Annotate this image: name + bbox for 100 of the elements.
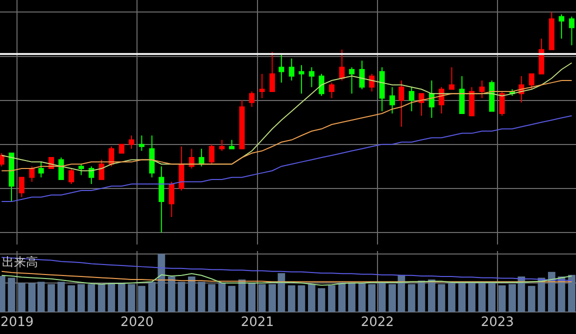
bar [458, 282, 466, 312]
bar [248, 282, 256, 312]
candlestick [138, 135, 144, 152]
bar [228, 286, 236, 312]
annotation: 出来高 [2, 255, 38, 269]
bar [88, 284, 96, 312]
bar [188, 276, 196, 312]
candlestick [278, 54, 284, 84]
candlestick [359, 60, 365, 90]
candlestick [219, 139, 225, 152]
candlestick [239, 100, 245, 150]
bar [328, 285, 336, 312]
candlestick [78, 164, 84, 176]
candlestick [398, 80, 404, 128]
bar [128, 284, 136, 312]
bar [498, 285, 506, 312]
candlestick [558, 14, 564, 40]
candlestick [408, 86, 414, 112]
bar [338, 282, 346, 312]
bar [98, 284, 106, 312]
candlestick [158, 166, 164, 233]
bar [198, 282, 206, 312]
candlestick [249, 90, 255, 108]
bar [548, 272, 556, 312]
candlestick [369, 73, 375, 92]
candlestick [538, 38, 544, 74]
x-tick-label: 2023 [480, 315, 514, 330]
candlestick [198, 148, 204, 167]
bar [298, 285, 306, 312]
x-tick-label: 2019 [0, 315, 34, 330]
candlestick [479, 80, 485, 99]
candlestick [349, 66, 355, 94]
candlestick [379, 66, 385, 112]
candlestick [68, 168, 74, 184]
bar [8, 278, 16, 312]
candlestick [168, 181, 174, 218]
bar [378, 282, 386, 312]
candlestick [469, 86, 475, 116]
bar [348, 282, 356, 312]
bar [68, 285, 76, 312]
candlestick [98, 159, 104, 180]
candlestick [389, 86, 395, 114]
candlestick [459, 76, 465, 114]
candlestick [318, 73, 324, 96]
bar [318, 288, 326, 312]
candlestick [88, 166, 94, 184]
bar [308, 284, 316, 312]
candlestick [298, 64, 304, 94]
bar [108, 282, 116, 312]
bar [218, 282, 226, 312]
candlestick [339, 49, 345, 81]
x-tick-label: 2020 [120, 315, 154, 330]
candlestick [0, 152, 4, 167]
candlestick [528, 73, 534, 90]
bar [57, 282, 65, 312]
candlestick [308, 66, 314, 88]
x-tick-label: 2022 [360, 315, 394, 330]
bar [48, 284, 55, 312]
candlestick [568, 16, 574, 46]
bar [168, 276, 176, 312]
bar [358, 282, 366, 312]
candlestick [489, 80, 495, 112]
candlestick [178, 146, 184, 192]
bar [158, 254, 166, 312]
bar [178, 282, 186, 312]
bar [468, 282, 476, 312]
bar [78, 284, 85, 312]
candlestick [229, 139, 235, 150]
bar [148, 282, 156, 312]
bar [528, 286, 536, 312]
candlestick [548, 12, 554, 50]
bar [37, 282, 45, 312]
candlestick [328, 82, 334, 99]
candlestick [108, 146, 114, 167]
bar [428, 279, 436, 312]
bar [288, 285, 296, 312]
candlestick [38, 161, 44, 178]
candlestick [188, 148, 194, 170]
bar [208, 284, 216, 312]
candlestick [208, 144, 214, 165]
candlestick [29, 166, 35, 182]
bar [18, 282, 26, 312]
candlestick [8, 152, 14, 202]
bar [118, 282, 126, 312]
candlestick [269, 51, 275, 92]
candlestick [499, 90, 505, 116]
bar [438, 284, 446, 312]
bar [408, 284, 416, 312]
candlestick [58, 157, 64, 180]
candlestick [418, 93, 424, 116]
candlestick [428, 80, 434, 118]
candlestick [448, 66, 454, 90]
bar [28, 282, 36, 312]
bar [368, 284, 376, 312]
bar [138, 286, 146, 312]
bar [568, 274, 576, 312]
x-tick-label: 2021 [240, 315, 274, 330]
candlestick [128, 135, 134, 150]
candlestick [149, 135, 155, 178]
bar [418, 280, 426, 312]
